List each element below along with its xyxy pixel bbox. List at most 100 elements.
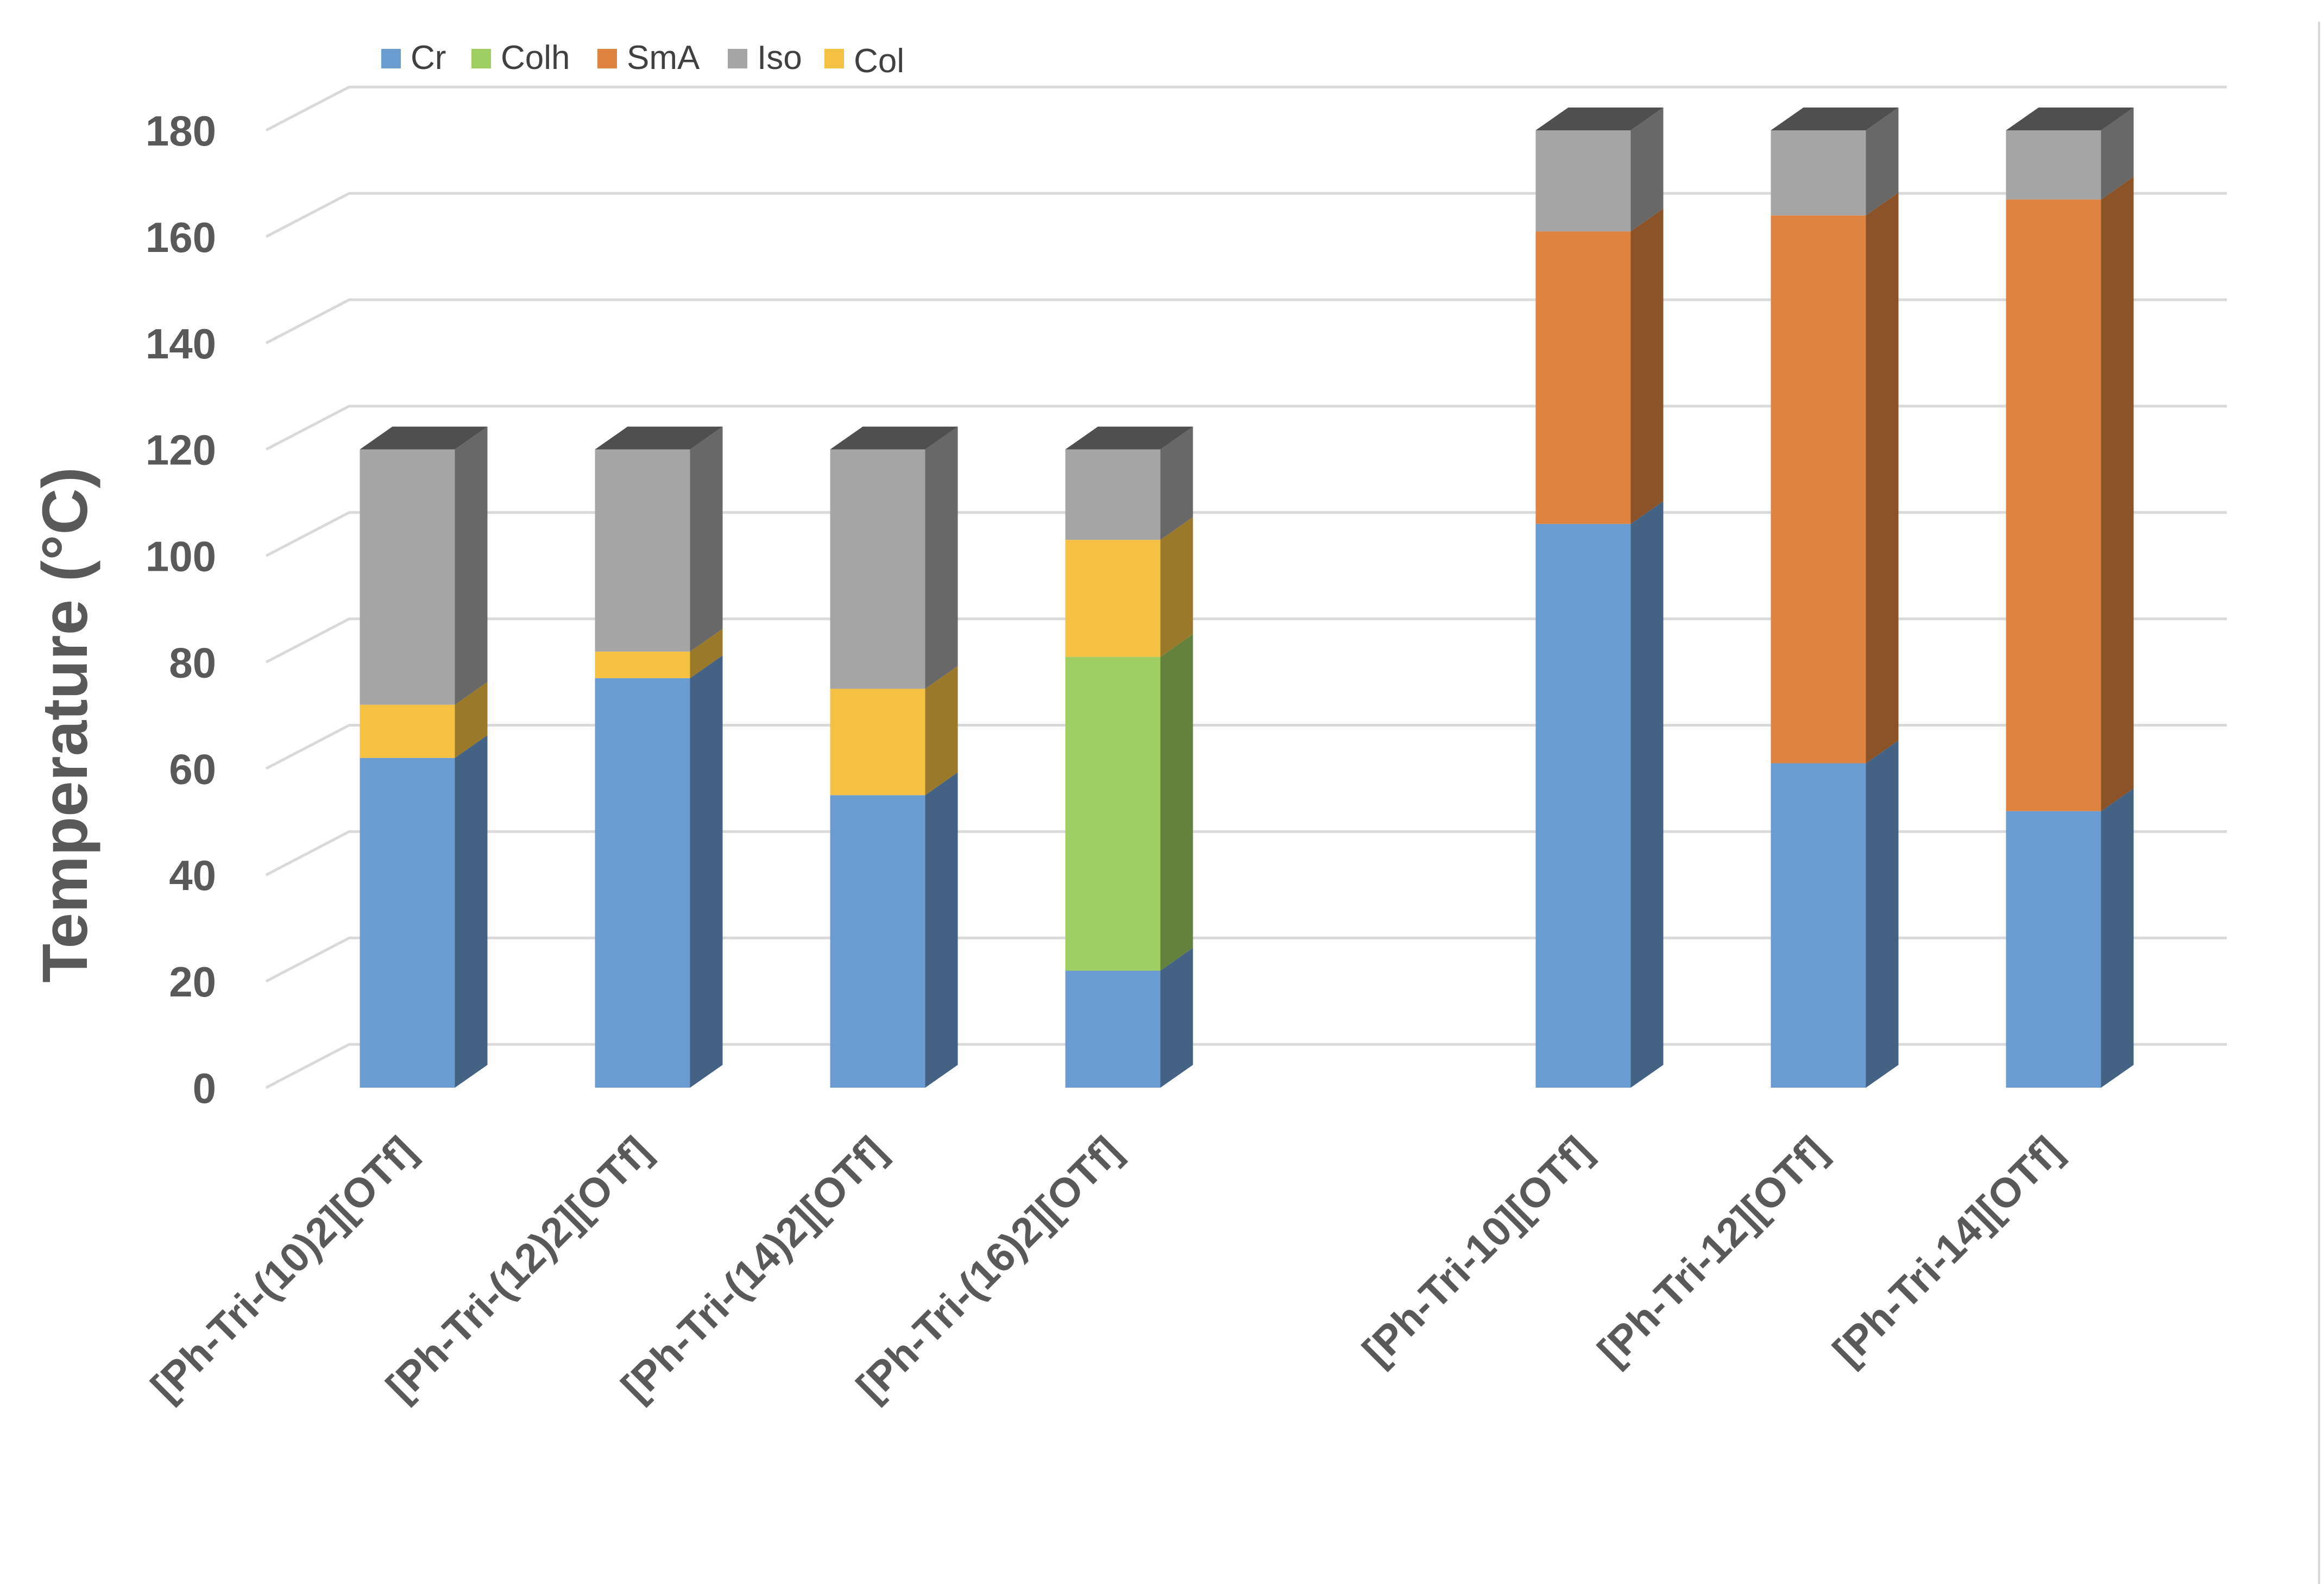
gridline — [265, 830, 2227, 876]
bar-segment-iso — [1771, 130, 1866, 216]
y-tick-label: 40 — [169, 851, 216, 899]
y-tick-label: 120 — [146, 426, 216, 474]
gridline — [265, 405, 2227, 451]
legend-swatch — [824, 49, 844, 68]
bar-side-iso — [925, 426, 958, 689]
bar-side-cr — [690, 655, 723, 1088]
bar-side-sma — [2101, 176, 2134, 811]
bar-stack — [595, 426, 723, 1088]
bar-segment-iso — [595, 449, 690, 652]
bar-side-iso — [690, 426, 723, 652]
bar-stack — [360, 426, 488, 1088]
bar-segment-sma — [1771, 215, 1866, 763]
bar-segment-cr — [595, 678, 690, 1088]
bar-segment-col — [1065, 540, 1161, 657]
legend-swatch — [597, 49, 617, 68]
gridline — [265, 192, 2227, 238]
bar-segment-colh — [1065, 657, 1161, 971]
bar-side-iso — [1630, 108, 1664, 232]
x-axis-categories: [Ph-Tri-(10)2][OTf][Ph-Tri-(12)2][OTf][P… — [142, 1128, 2071, 1410]
bar-side-sma — [1866, 192, 1899, 763]
bar-stack — [1535, 108, 1664, 1088]
bar-segment-iso — [2006, 130, 2101, 200]
bar-top — [1065, 426, 1193, 450]
bar-side-cr — [925, 772, 958, 1088]
y-tick-label: 100 — [146, 533, 216, 580]
y-tick-label: 20 — [169, 958, 216, 1006]
x-category-label: [Ph-Tri-12][OTf] — [1589, 1128, 1836, 1374]
legend-swatch — [381, 49, 401, 68]
bar-segment-cr — [2006, 811, 2101, 1088]
gridline — [265, 511, 2227, 557]
bar-segment-sma — [2006, 199, 2101, 811]
gridline — [265, 936, 2227, 983]
x-category-label: [Ph-Tri-(16)2][OTf] — [848, 1128, 1130, 1410]
y-tick-label: 180 — [146, 107, 216, 155]
x-category-label: [Ph-Tri-14][OTf] — [1824, 1128, 2071, 1374]
bar-top — [830, 426, 958, 450]
y-tick-label: 160 — [146, 213, 216, 261]
bar-segment-cr — [830, 795, 925, 1088]
legend-label: SmA — [627, 39, 700, 77]
bar-segment-iso — [1065, 449, 1161, 540]
bar-side-cr — [1866, 740, 1899, 1088]
bar-top — [2006, 108, 2134, 130]
y-tick-label: 0 — [193, 1064, 216, 1112]
bar-side-col — [455, 681, 488, 758]
gridline — [265, 1043, 2227, 1089]
x-category-label: [Ph-Tri-(10)2][OTf] — [142, 1128, 425, 1410]
legend-label: Iso — [757, 39, 802, 77]
legend-label: Col — [854, 42, 904, 80]
bar-stack — [830, 426, 958, 1088]
bar-stack — [1771, 108, 1899, 1088]
x-category-label: [Ph-Tri-(12)2][OTf] — [377, 1128, 660, 1410]
gridline — [265, 724, 2227, 770]
bar-top — [360, 426, 488, 450]
y-tick-label: 80 — [169, 639, 216, 686]
gridline — [265, 85, 2227, 132]
bar-side-cr — [455, 735, 488, 1088]
bar-stack — [1065, 426, 1193, 1088]
bar-side-iso — [455, 426, 488, 705]
y-tick-label: 140 — [146, 320, 216, 368]
bar-top — [1535, 108, 1664, 130]
bar-side-cr — [1630, 501, 1664, 1088]
bar-segment-col — [830, 689, 925, 796]
legend-swatch — [728, 49, 747, 68]
bar-segment-cr — [1771, 763, 1866, 1088]
gridlines — [265, 85, 2227, 1089]
bar-side-sma — [1630, 209, 1664, 524]
bar-side-colh — [1160, 634, 1193, 971]
bar-side-iso — [1160, 426, 1193, 540]
bar-side-cr — [1160, 948, 1193, 1088]
bar-stack — [2006, 108, 2134, 1088]
bar-top — [595, 426, 723, 450]
y-tick-label: 60 — [169, 745, 216, 793]
bar-segment-col — [595, 651, 690, 678]
gridline — [265, 617, 2227, 664]
y-axis-ticks: 0 20 40 60 80 100 120 140 160 180 — [146, 107, 216, 1112]
bar-segment-col — [360, 704, 455, 758]
bar-side-col — [925, 666, 958, 796]
bar-side-cr — [2101, 788, 2134, 1088]
legend-swatch — [471, 49, 491, 68]
bar-side-col — [690, 628, 723, 678]
x-category-label: [Ph-Tri-10][OTf] — [1354, 1128, 1601, 1374]
bar-side-iso — [2101, 108, 2134, 200]
x-category-label: [Ph-Tri-(14)2][OTf] — [613, 1128, 895, 1410]
bar-segment-sma — [1535, 231, 1631, 524]
bar-segment-cr — [1065, 970, 1161, 1088]
gridline — [265, 298, 2227, 344]
legend-label: Cr — [411, 39, 446, 77]
bars — [360, 108, 2134, 1088]
bar-side-iso — [1866, 108, 1899, 216]
y-axis-label: Temperature (°C) — [29, 467, 101, 983]
bar-segment-iso — [830, 449, 925, 689]
bar-top — [1771, 108, 1899, 130]
bar-segment-cr — [1535, 523, 1631, 1088]
bar-segment-iso — [1535, 130, 1631, 232]
bar-segment-cr — [360, 758, 455, 1088]
bar-side-col — [1160, 517, 1193, 657]
legend: Cr Colh SmA Iso Col — [381, 39, 904, 80]
